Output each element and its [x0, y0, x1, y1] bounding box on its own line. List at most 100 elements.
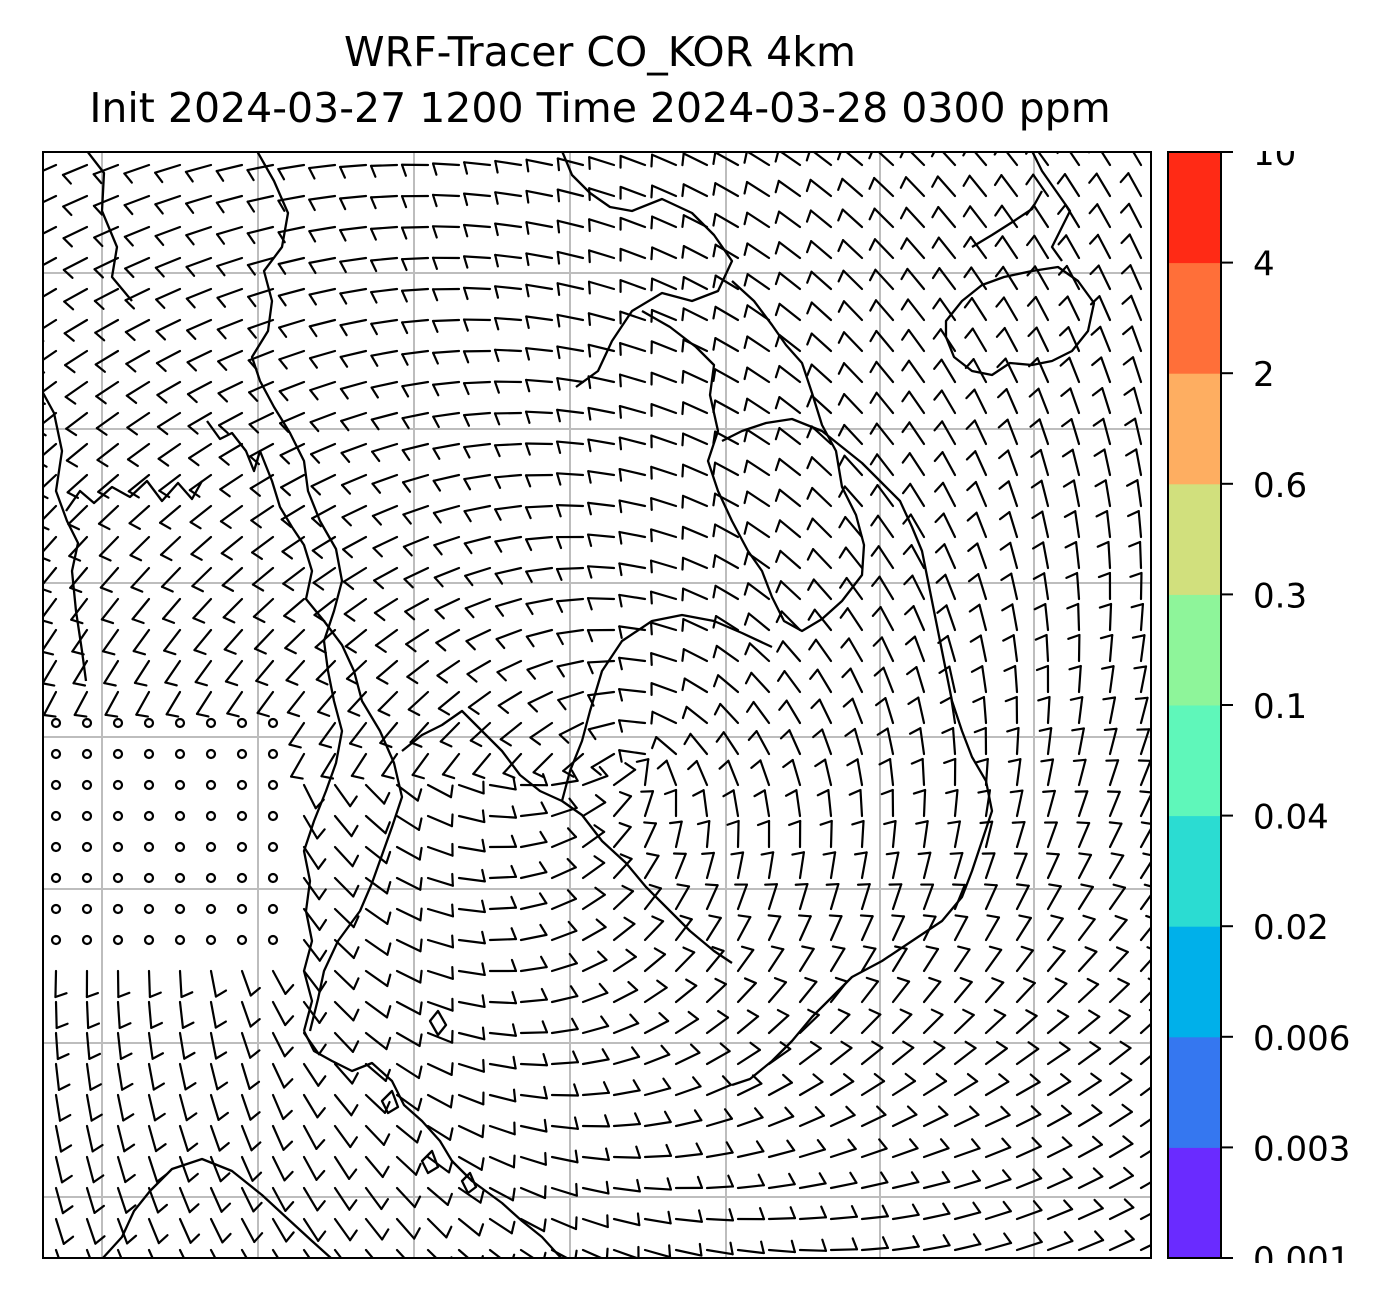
wind-barb-flag	[339, 324, 348, 337]
wind-barb-flag	[745, 700, 755, 713]
wind-barb-flag	[90, 1113, 103, 1122]
colorbar-tick-label: 2	[1253, 355, 1275, 395]
wind-barb	[846, 607, 864, 632]
wind-barb	[587, 690, 616, 697]
wind-barb	[1005, 388, 1019, 415]
calm-marker	[205, 717, 217, 729]
wind-barb	[271, 1124, 285, 1151]
wind-barb	[978, 603, 988, 632]
wind-barb-flag	[92, 204, 103, 216]
wind-barb-flag	[223, 648, 237, 655]
wind-barb-flag	[631, 1046, 641, 1058]
wind-barb-flag	[317, 1075, 327, 1087]
wind-barb-flag	[451, 934, 455, 949]
wind-barb	[682, 307, 709, 322]
wind-barb	[798, 1248, 828, 1252]
wind-barb-flag	[1061, 1136, 1073, 1147]
wind-barb	[364, 1217, 384, 1241]
wind-barb-flag	[56, 1053, 70, 1061]
wind-barb-flag	[124, 299, 136, 310]
wind-barb	[1042, 541, 1050, 570]
wind-barb-flag	[718, 759, 730, 770]
calm-marker	[50, 872, 62, 884]
wind-barb-flag	[252, 615, 266, 624]
wind-barb	[650, 308, 678, 322]
wind-barb	[1139, 1180, 1152, 1190]
colorbar-tick-label: 10	[1253, 151, 1296, 174]
wind-barb-flag	[1032, 1200, 1043, 1212]
wind-barb-flag	[894, 945, 908, 950]
wind-barb-flag	[681, 618, 685, 632]
wind-barb	[370, 349, 399, 357]
wind-barb-flag	[776, 640, 785, 653]
wind-barb-flag	[880, 788, 894, 796]
wind-barb	[1077, 1111, 1103, 1128]
wind-barb-flag	[463, 192, 469, 207]
wind-barb-flag	[586, 661, 594, 675]
wind-barb-flag	[124, 330, 136, 342]
wind-barb	[612, 1122, 642, 1128]
wind-barb-flag	[1123, 1166, 1135, 1177]
wind-barb-flag	[1046, 852, 1060, 856]
wind-barb	[525, 347, 554, 353]
wind-barb-flag	[634, 1112, 642, 1126]
wind-barb-flag	[712, 399, 717, 414]
wind-barb	[587, 533, 616, 539]
wind-barb-flag	[42, 682, 56, 687]
wind-barb	[1002, 265, 1019, 291]
wind-barb	[746, 521, 771, 539]
wind-barb	[556, 440, 585, 446]
wind-barb-flag	[419, 938, 423, 953]
wind-barb	[618, 530, 647, 539]
wind-barb	[856, 758, 864, 787]
wind-barb-flag	[189, 1233, 201, 1244]
wind-barb-flag	[249, 455, 260, 466]
wind-barb	[860, 851, 868, 880]
wind-barb	[827, 789, 833, 818]
wind-barb-flag	[217, 1111, 230, 1121]
colorbar-tick-label: 0.3	[1253, 576, 1307, 616]
wind-barb	[714, 430, 740, 446]
wind-barb	[432, 442, 461, 450]
wind-barb	[1108, 665, 1115, 694]
wind-barb	[224, 659, 244, 683]
wind-barb	[682, 587, 709, 601]
wind-barb	[556, 282, 585, 291]
wind-barb-flag	[774, 241, 781, 255]
wind-barb-flag	[277, 231, 286, 244]
wind-barb	[426, 938, 455, 949]
wind-barb-flag	[681, 556, 685, 571]
wind-barb	[97, 473, 120, 493]
wind-barb	[370, 318, 399, 325]
wind-barb	[650, 371, 678, 384]
wind-barb	[681, 463, 709, 477]
wind-barb	[948, 665, 957, 694]
colorbar-segment	[1168, 594, 1221, 706]
wind-barb	[1004, 357, 1019, 384]
wind-barb-flag	[493, 348, 500, 363]
wind-barb	[915, 666, 926, 694]
wind-barb	[342, 566, 368, 583]
wind-barb-flag	[401, 353, 409, 366]
wind-barb	[250, 504, 275, 522]
wind-barb	[875, 422, 895, 446]
wind-barb	[178, 1062, 187, 1091]
wind-barb-flag	[216, 264, 226, 277]
wind-barb-flag	[1032, 572, 1046, 580]
wind-barb-flag	[1118, 1009, 1131, 1018]
wind-barb	[426, 783, 453, 799]
wind-barb	[1077, 1047, 1102, 1066]
wind-barb-flag	[806, 456, 814, 470]
wind-barb-flag	[928, 976, 942, 983]
wind-barb-flag	[965, 419, 976, 430]
wind-barb-flag	[966, 1072, 979, 1083]
wind-barb	[488, 1155, 515, 1169]
wind-barb-flag	[496, 671, 507, 682]
wind-barb	[519, 902, 548, 911]
wind-barb-flag	[1003, 1232, 1013, 1245]
wind-barb	[1015, 1145, 1042, 1159]
wind-barb-flag	[998, 449, 1010, 460]
wind-barb	[810, 270, 833, 291]
wind-barb-flag	[747, 730, 758, 741]
wind-barb	[778, 241, 802, 260]
